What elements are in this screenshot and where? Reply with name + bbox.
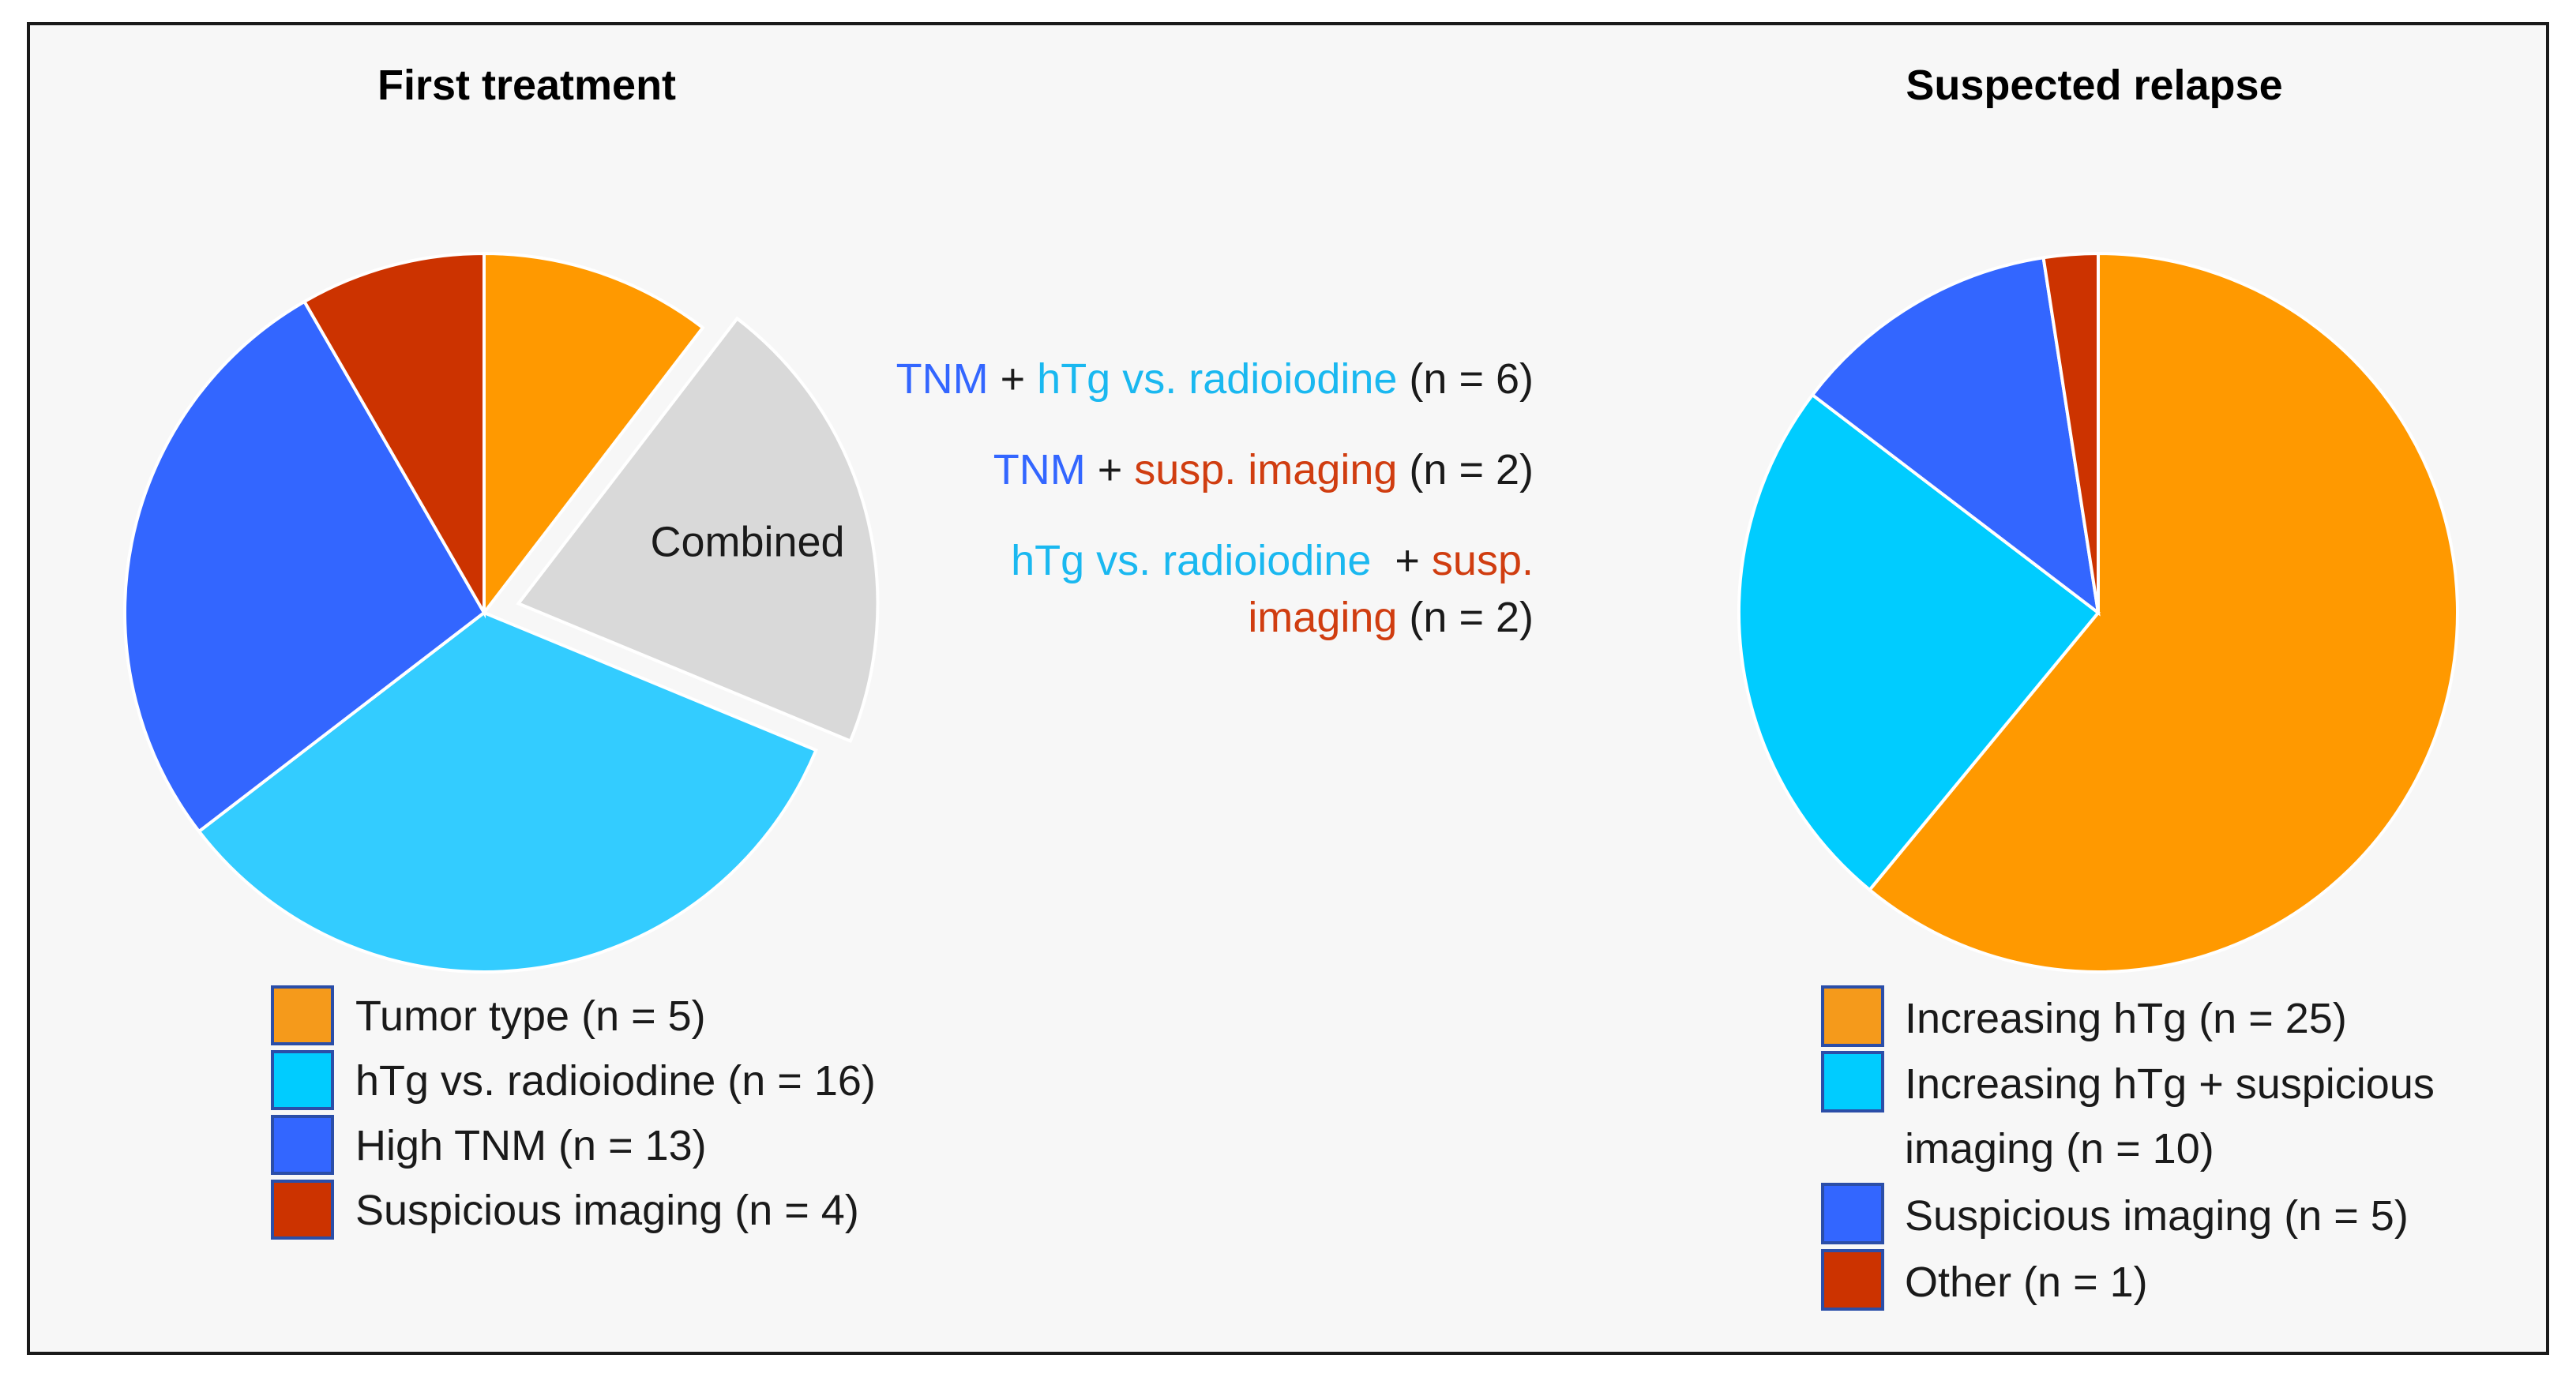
annotation-part: (n = 6) (1397, 355, 1534, 403)
annotation-line-4: imaging (n = 2) (1248, 594, 1534, 641)
annotation-part: hTg vs. radioiodine (1037, 355, 1397, 403)
annotation-line-3: hTg vs. radioiodine + susp. (1011, 537, 1534, 584)
annotation-part: TNM (896, 355, 989, 403)
slice-label-combined: Combined (650, 519, 844, 566)
pie-suspected-relapse (1737, 251, 2459, 974)
pie-first-treatment: Combined (122, 251, 880, 974)
annotation-part: + (1086, 446, 1135, 493)
legend-swatch-high-tnm-n-13 (271, 1115, 334, 1175)
annotation-part: + (1371, 537, 1432, 584)
legend-swatch-tumor-type-n-5 (271, 985, 334, 1045)
pie-slice-increasing-htg-suspicious-imaging-n-10 (1737, 392, 2101, 892)
chart-suspected-relapse: Suspected relapse Increasing hTg (n = 25… (1737, 62, 2459, 1311)
legend-swatch-increasing-htg-suspicious (1821, 1051, 1884, 1112)
legend-label-increasing-htg-suspicious: Increasing hTg + suspicious (1905, 1060, 2435, 1108)
annotation-part: susp. imaging (1134, 446, 1397, 493)
annotation-line-2: TNM + susp. imaging (n = 2) (993, 446, 1534, 493)
chart-title-suspected-relapse: Suspected relapse (1906, 62, 2282, 109)
annotation-part: imaging (1248, 594, 1397, 641)
legend-swatch-increasing-htg-n-25 (1821, 985, 1884, 1047)
legend-swatch-other-n-1 (1821, 1249, 1884, 1311)
legend-label-increasing-htg-n-25: Increasing hTg (n = 25) (1905, 995, 2347, 1042)
legend-label-other-n-1: Other (n = 1) (1905, 1259, 2148, 1306)
legend-label-high-tnm-n-13: High TNM (n = 13) (355, 1122, 707, 1169)
pie-slice-htg-vs-radioiodine-n-16 (197, 610, 818, 974)
legend-label-tumor-type-n-5: Tumor type (n = 5) (355, 992, 706, 1040)
legend-label-increasing-htg-suspicious-line-2: imaging (n = 10) (1905, 1125, 2214, 1173)
pie-slice-increasing-htg-n-25 (1867, 251, 2459, 974)
chart-first-treatment: First treatment Combined TNM + hTg vs. r… (122, 62, 1534, 1240)
legend-swatch-suspicious-imaging-n-4 (271, 1180, 334, 1240)
legend-swatch-htg-vs-radioiodine-n-16 (271, 1050, 334, 1110)
legend-label-suspicious-imaging-n-4: Suspicious imaging (n = 4) (355, 1187, 859, 1234)
legend-first-treatment: Tumor type (n = 5) hTg vs. radioiodine (n… (271, 985, 876, 1240)
legend-label-suspicious-imaging-n-5: Suspicious imaging (n = 5) (1905, 1192, 2409, 1240)
pie-slice-other-n-1 (2041, 251, 2100, 613)
chart-title-first-treatment: First treatment (377, 62, 676, 109)
pie-slice-combined (516, 316, 880, 744)
annotation-part: TNM (993, 446, 1086, 493)
pie-slice-tumor-type-n-5 (483, 251, 705, 617)
annotation-part: + (989, 355, 1038, 403)
annotation-part: susp. (1432, 537, 1534, 584)
annotation-part: (n = 2) (1397, 446, 1534, 493)
pie-slice-high-tnm-n-13 (122, 299, 486, 834)
pie-slice-suspicious-imaging-n-4 (302, 251, 486, 619)
pie-slice-suspicious-imaging-n-5 (1810, 256, 2101, 617)
annotation-part: (n = 2) (1397, 594, 1534, 641)
legend-suspected-relapse: Increasing hTg (n = 25) Increasing hTg + … (1821, 985, 2435, 1311)
combined-annotations: TNM + hTg vs. radioiodine (n = 6)TNM + s… (896, 355, 1534, 641)
annotation-part: hTg vs. radioiodine (1011, 537, 1371, 584)
legend-swatch-suspicious-imaging-n-5 (1821, 1183, 1884, 1244)
annotation-line-1: TNM + hTg vs. radioiodine (n = 6) (896, 355, 1534, 403)
legend-label-htg-vs-radioiodine-n-16: hTg vs. radioiodine (n = 16) (355, 1057, 876, 1105)
